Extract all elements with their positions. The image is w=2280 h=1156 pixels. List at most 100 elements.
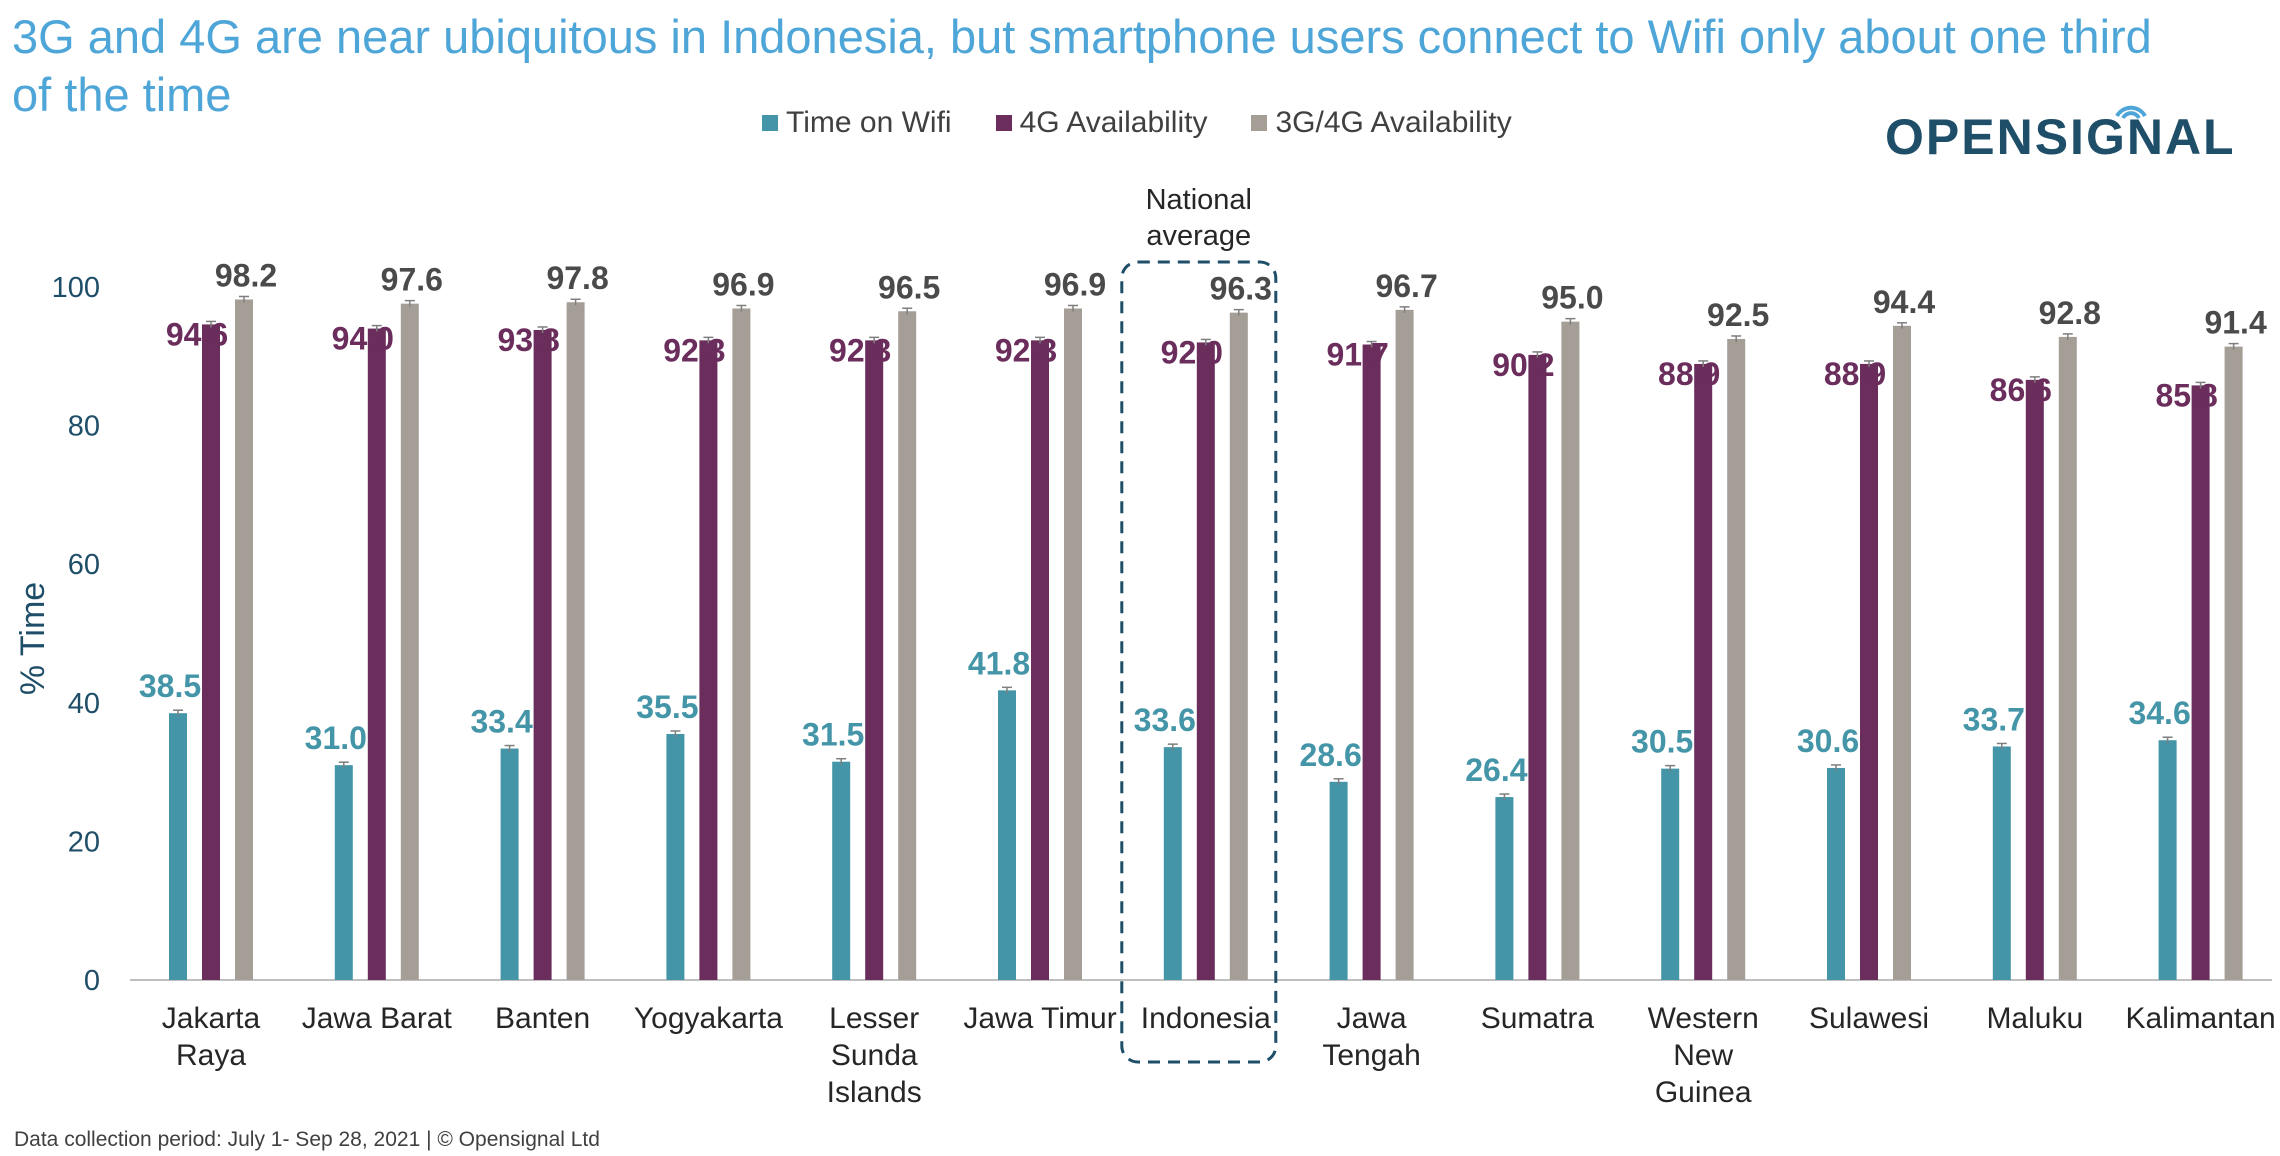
data-label: 31.5: [802, 717, 864, 753]
data-label: 85.8: [2155, 377, 2217, 413]
y-tick-label: 80: [68, 411, 100, 443]
data-label: 33.4: [470, 704, 532, 740]
bar-wifi: [2158, 740, 2177, 980]
category-label: Kalimantan: [2126, 1002, 2276, 1035]
category-label: Sunda: [831, 1039, 918, 1072]
data-label: 98.2: [215, 257, 277, 293]
bar-wifi: [1163, 747, 1182, 980]
data-label: 94.0: [332, 321, 394, 357]
bar-3g4g: [1064, 308, 1082, 980]
category-label: Maluku: [1986, 1002, 2083, 1035]
category-label: Tengah: [1322, 1039, 1420, 1072]
bar-wifi: [334, 765, 353, 980]
category-label: Guinea: [1655, 1076, 1752, 1109]
category-label: New: [1673, 1039, 1733, 1072]
chart-title: 3G and 4G are near ubiquitous in Indones…: [12, 10, 2152, 121]
data-label: 88.9: [1658, 356, 1720, 392]
category-label: Sumatra: [1481, 1002, 1595, 1035]
bar-3g4g: [1727, 338, 1746, 981]
data-label: 86.6: [1990, 372, 2052, 408]
legend-item-3g4g: 3G/4G Availability: [1251, 106, 1512, 140]
bar-4g: [367, 328, 386, 981]
data-label: 41.8: [968, 645, 1030, 681]
bar-4g: [1031, 340, 1049, 981]
data-label: 35.5: [636, 689, 698, 725]
data-label: 96.7: [1375, 268, 1437, 304]
legend-swatch-wifi: [762, 115, 778, 131]
data-label: 97.8: [546, 260, 608, 296]
data-label: 96.5: [878, 269, 940, 305]
data-label: 96.3: [1210, 271, 1272, 307]
bar-4g: [202, 324, 220, 980]
bar-4g: [865, 340, 884, 981]
bar-3g4g: [235, 299, 253, 980]
y-tick-label: 0: [84, 965, 100, 997]
bar-wifi: [832, 761, 851, 980]
data-label: 97.6: [381, 262, 443, 298]
legend-item-4g: 4G Availability: [995, 106, 1208, 140]
bar-wifi: [666, 733, 685, 980]
data-label: 38.5: [139, 668, 201, 704]
legend-label-wifi: Time on Wifi: [786, 106, 952, 139]
bar-wifi: [169, 713, 187, 980]
bar-4g: [1196, 342, 1215, 980]
bar-wifi: [998, 690, 1016, 980]
opensignal-logo: OPENSIGNAL: [1885, 98, 2255, 178]
category-label: Lesser: [829, 1002, 919, 1035]
bar-3g4g: [566, 302, 585, 981]
data-label: 30.6: [1797, 723, 1859, 759]
footnote: Data collection period: July 1- Sep 28, …: [14, 1128, 600, 1151]
category-label: Jakarta: [162, 1002, 261, 1035]
data-label: 33.6: [1134, 702, 1196, 738]
data-label: 26.4: [1465, 752, 1527, 788]
legend-swatch-3g4g: [1251, 115, 1268, 131]
bar-wifi: [500, 748, 519, 980]
bar-3g4g: [1395, 309, 1414, 980]
legend: Time on Wifi 4G Availability 3G/4G Avail…: [762, 106, 1512, 140]
data-label: 90.2: [1492, 347, 1554, 383]
y-tick-label: 40: [68, 688, 100, 720]
bar-3g4g: [1229, 312, 1248, 980]
y-axis-label: % Time: [14, 582, 52, 695]
category-label: Jawa: [1337, 1002, 1407, 1035]
data-label: 92.3: [829, 332, 891, 368]
bar-wifi: [1329, 781, 1348, 980]
bar-wifi: [1827, 767, 1845, 980]
bar-3g4g: [2224, 346, 2243, 980]
data-label: 94.6: [166, 316, 228, 352]
category-label: Islands: [827, 1076, 922, 1109]
bar-4g: [1362, 344, 1381, 980]
category-label: Banten: [495, 1002, 590, 1035]
category-label: Raya: [176, 1039, 246, 1072]
category-label: Yogyakarta: [634, 1002, 783, 1035]
bar-4g: [1860, 363, 1878, 981]
bar-wifi: [1992, 746, 2011, 980]
data-label: 92.3: [663, 332, 725, 368]
legend-label-3g4g: 3G/4G Availability: [1275, 106, 1512, 139]
legend-label-4g: 4G Availability: [1019, 106, 1208, 139]
data-label: 92.3: [995, 332, 1057, 368]
data-label: 95.0: [1541, 280, 1603, 316]
data-label: 96.9: [712, 266, 774, 302]
national-average-label: National: [1146, 184, 1252, 216]
bar-wifi: [1661, 768, 1680, 980]
national-average-box: [1120, 260, 1278, 1064]
category-label: Indonesia: [1141, 1002, 1271, 1035]
y-tick-label: 20: [68, 826, 100, 858]
data-label: 33.7: [1963, 701, 2025, 737]
bar-4g: [2025, 379, 2044, 980]
data-label: 93.8: [497, 322, 559, 358]
data-label: 94.4: [1873, 284, 1935, 320]
data-label: 88.9: [1824, 356, 1886, 392]
category-label: Sulawesi: [1809, 1002, 1929, 1035]
data-label: 91.7: [1326, 337, 1388, 373]
bar-3g4g: [1561, 321, 1580, 980]
logo-text: OPENSIGNAL: [1885, 109, 2236, 165]
national-average-label: average: [1146, 220, 1251, 252]
data-label: 31.0: [305, 720, 367, 756]
bar-4g: [2191, 385, 2210, 980]
bar-3g4g: [898, 311, 917, 980]
category-label: Western: [1648, 1002, 1759, 1035]
bar-3g4g: [2058, 336, 2077, 980]
